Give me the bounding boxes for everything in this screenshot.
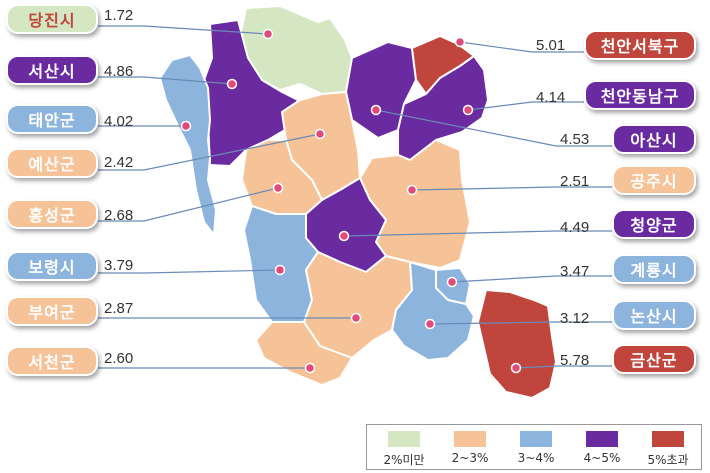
region-value-cheongyang: 4.49 — [560, 219, 590, 236]
marker-asan — [370, 104, 382, 116]
marker-taean — [180, 120, 192, 132]
region-value-nonsan: 3.12 — [560, 310, 590, 327]
marker-nonsan — [424, 318, 436, 330]
region-cheonan-south[interactable] — [397, 55, 489, 161]
region-value-boryeong: 3.79 — [104, 257, 134, 274]
region-label-cheonan_s: 천안동남구 — [584, 80, 696, 110]
region-label-taean: 태안군 — [6, 104, 98, 134]
region-value-cheonan_s: 4.14 — [536, 89, 566, 106]
legend-swatch — [586, 431, 618, 447]
marker-hongseong — [272, 182, 284, 194]
legend: 2%미만 2~3% 3~4% 4~5% 5%초과 — [366, 424, 702, 470]
region-boryeong[interactable] — [243, 205, 319, 323]
marker-dangjin — [262, 28, 274, 40]
region-label-cheonan_n: 천안서북구 — [584, 30, 696, 60]
legend-label: 5%초과 — [647, 453, 689, 467]
region-label-cheongyang: 청양군 — [612, 209, 696, 239]
marker-seocheon — [304, 362, 316, 374]
region-label-gongju: 공주시 — [612, 165, 696, 195]
marker-buyeo — [350, 312, 362, 324]
region-geumsan[interactable] — [477, 289, 557, 399]
legend-swatch — [520, 431, 552, 447]
leader-line-yesan — [98, 133, 321, 171]
region-label-hongseong: 홍성군 — [6, 199, 98, 229]
legend-label: 4~5% — [583, 451, 621, 465]
region-label-seosan: 서산시 — [6, 55, 98, 85]
marker-gongju — [406, 184, 418, 196]
leader-line-cheonan_n — [459, 41, 584, 53]
region-value-taean: 4.02 — [104, 113, 134, 130]
leader-line-cheongyang — [343, 230, 612, 237]
region-seocheon[interactable] — [255, 321, 353, 386]
marker-geumsan — [510, 362, 522, 374]
marker-cheonan_n — [454, 36, 466, 48]
legend-swatch — [652, 431, 684, 447]
leader-line-gyeryong — [451, 275, 612, 283]
region-value-geumsan: 5.78 — [560, 352, 590, 369]
legend-item: 3~4% — [505, 431, 567, 465]
legend-swatch — [454, 431, 486, 447]
region-value-yesan: 2.42 — [104, 154, 134, 171]
legend-label: 3~4% — [517, 451, 555, 465]
region-nonsan[interactable] — [391, 261, 475, 361]
legend-item: 4~5% — [571, 431, 633, 465]
region-label-dangjin: 당진시 — [6, 4, 98, 34]
legend-label: 2~3% — [451, 451, 489, 465]
leader-line-dangjin — [98, 25, 269, 35]
marker-seosan — [226, 78, 238, 90]
region-label-gyeryong: 계룡시 — [612, 254, 696, 284]
leader-line-seosan — [98, 76, 233, 85]
region-label-seocheon: 서천군 — [6, 346, 98, 376]
region-value-asan: 4.53 — [560, 131, 590, 148]
leader-line-geumsan — [515, 365, 612, 369]
region-value-cheonan_n: 5.01 — [536, 37, 566, 54]
legend-item: 2%미만 — [373, 431, 435, 468]
region-label-buyeo: 부여군 — [6, 296, 98, 326]
region-value-gyeryong: 3.47 — [560, 263, 590, 280]
leader-line-asan — [375, 109, 612, 147]
leader-line-boryeong — [98, 269, 281, 274]
marker-gyeryong — [446, 276, 458, 288]
leader-line-nonsan — [429, 321, 612, 325]
leader-line-gongju — [411, 186, 612, 191]
leader-line-hongseong — [98, 187, 279, 222]
region-value-dangjin: 1.72 — [104, 7, 134, 24]
region-label-nonsan: 논산시 — [612, 300, 696, 330]
region-label-boryeong: 보령시 — [6, 251, 98, 281]
leader-line-cheonan_s — [467, 101, 584, 111]
region-label-geumsan: 금산군 — [612, 344, 696, 374]
legend-item: 5%초과 — [637, 431, 699, 468]
marker-yesan — [314, 128, 326, 140]
region-label-yesan: 예산군 — [6, 148, 98, 178]
region-value-seosan: 4.86 — [104, 63, 134, 80]
region-value-hongseong: 2.68 — [104, 207, 134, 224]
marker-cheonan_s — [462, 104, 474, 116]
region-value-seocheon: 2.60 — [104, 350, 134, 367]
region-value-buyeo: 2.87 — [104, 300, 134, 317]
legend-label: 2%미만 — [383, 453, 425, 467]
marker-boryeong — [274, 264, 286, 276]
region-label-asan: 아산시 — [612, 124, 696, 154]
marker-cheongyang — [338, 230, 350, 242]
region-buyeo[interactable] — [303, 251, 413, 359]
region-value-gongju: 2.51 — [560, 173, 590, 190]
legend-swatch — [388, 431, 420, 447]
legend-item: 2~3% — [439, 431, 501, 465]
